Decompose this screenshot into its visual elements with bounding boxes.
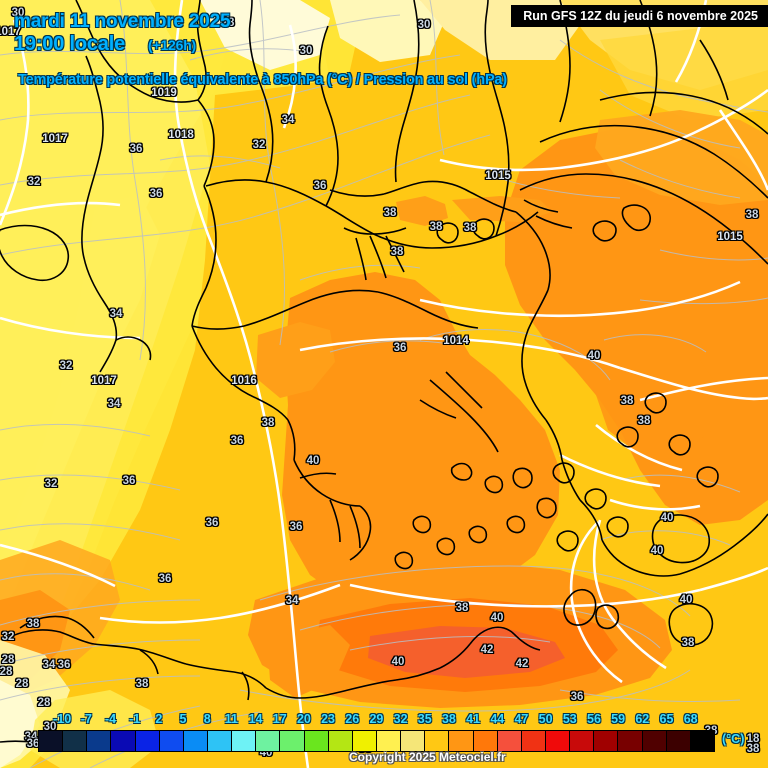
forecast-date-label: mardi 11 novembre 2025 bbox=[14, 11, 231, 33]
color-scale-swatch bbox=[690, 731, 714, 751]
color-scale-tick: 29 bbox=[352, 712, 383, 728]
color-scale-tick-label: 11 bbox=[224, 712, 238, 726]
color-scale-ticks: -10 -7 -4 -1 2 5 8 11 14 17 20 23 26 29 32 35 38 41 44 47 50… bbox=[38, 712, 715, 728]
color-scale-tick: 32 bbox=[376, 712, 408, 728]
color-scale-tick: -1 bbox=[111, 712, 140, 728]
color-scale-tick: -7 bbox=[62, 712, 92, 728]
color-scale-swatch bbox=[425, 731, 450, 751]
color-scale-swatch bbox=[328, 731, 353, 751]
color-scale-tick-label: 23 bbox=[321, 712, 336, 726]
color-scale-bar bbox=[38, 730, 715, 752]
color-scale-swatch bbox=[376, 731, 402, 751]
color-scale-tick-label: -10 bbox=[53, 712, 72, 726]
color-scale-swatch bbox=[39, 731, 64, 751]
color-scale-tick: 62 bbox=[618, 712, 649, 728]
color-scale-tick: -10 bbox=[38, 712, 71, 728]
color-scale-tick-label: 65 bbox=[659, 712, 674, 726]
color-scale-tick-label: 56 bbox=[587, 712, 601, 726]
color-scale-swatch bbox=[497, 731, 522, 751]
color-scale-tick: -4 bbox=[86, 712, 116, 728]
color-scale-tick-label: 29 bbox=[369, 712, 384, 726]
color-scale-swatch bbox=[545, 731, 571, 751]
color-scale-tick: 20 bbox=[280, 712, 311, 728]
color-scale-tick-label: 50 bbox=[538, 712, 553, 726]
color-scale-tick-label: 2 bbox=[155, 712, 163, 726]
color-scale-tick: 47 bbox=[497, 712, 528, 728]
color-scale-swatch bbox=[666, 731, 691, 751]
color-scale-tick: 26 bbox=[328, 712, 359, 728]
color-scale-tick-label: 68 bbox=[683, 712, 698, 726]
color-scale-tick-label: 62 bbox=[635, 712, 650, 726]
color-scale-tick-label: 14 bbox=[248, 712, 263, 726]
copyright-label: Copyright 2025 Meteociel.fr bbox=[349, 750, 506, 764]
color-scale-swatch bbox=[401, 731, 426, 751]
color-scale-tick-label: 47 bbox=[514, 712, 529, 726]
color-scale-tick: 23 bbox=[304, 712, 335, 728]
color-scale-tick: 11 bbox=[207, 712, 238, 728]
color-scale-tick: 5 bbox=[159, 712, 187, 728]
color-scale-tick: 41 bbox=[449, 712, 480, 728]
color-scale-tick: 2 bbox=[135, 712, 163, 728]
color-scale-tick-label: 44 bbox=[490, 712, 505, 726]
color-scale-tick: 38 bbox=[425, 712, 456, 728]
color-scale-tick-label: 20 bbox=[296, 712, 311, 726]
color-scale-tick-label: 5 bbox=[179, 712, 187, 726]
forecast-offset-label: (+126h) bbox=[148, 37, 197, 54]
color-scale-swatch bbox=[618, 731, 643, 751]
color-scale: -10 -7 -4 -1 2 5 8 11 14 17 20 23 26 29 32 35 38 41 44 47 50… bbox=[0, 706, 768, 768]
color-scale-swatch bbox=[256, 731, 281, 751]
color-scale-swatch bbox=[594, 731, 619, 751]
color-scale-tick-label: 38 bbox=[441, 712, 456, 726]
color-scale-tick: 68 bbox=[666, 712, 698, 728]
color-scale-swatch bbox=[159, 731, 184, 751]
color-scale-swatch bbox=[280, 731, 305, 751]
color-scale-tick: 17 bbox=[256, 712, 287, 728]
color-scale-unit-label: (°C) bbox=[722, 732, 745, 746]
color-scale-swatch bbox=[207, 731, 233, 751]
model-run-badge: Run GFS 12Z du jeudi 6 novembre 2025 bbox=[511, 5, 768, 27]
color-scale-tick: 50 bbox=[521, 712, 553, 728]
color-scale-swatch bbox=[352, 731, 377, 751]
color-scale-tick-label: -4 bbox=[104, 712, 117, 726]
color-scale-tick-label: 32 bbox=[393, 712, 408, 726]
color-scale-tick-label: -1 bbox=[129, 712, 141, 726]
color-scale-swatch bbox=[63, 731, 88, 751]
coastlines bbox=[0, 0, 768, 749]
color-scale-swatch bbox=[304, 731, 329, 751]
parameter-label: Température potentielle équivalente à 85… bbox=[18, 72, 508, 89]
color-scale-tick: 44 bbox=[473, 712, 504, 728]
color-scale-tick: 53 bbox=[546, 712, 577, 728]
color-scale-tick: 8 bbox=[183, 712, 211, 728]
color-scale-tick bbox=[691, 712, 715, 728]
color-scale-tick-label: 35 bbox=[417, 712, 432, 726]
color-scale-swatch bbox=[642, 731, 667, 751]
color-scale-swatch bbox=[183, 731, 208, 751]
color-scale-swatch bbox=[232, 731, 257, 751]
color-scale-swatch bbox=[87, 731, 112, 751]
color-scale-swatch bbox=[570, 731, 595, 751]
color-scale-tick-label: 8 bbox=[203, 712, 211, 726]
color-scale-tick: 35 bbox=[401, 712, 432, 728]
color-scale-tick-label: 59 bbox=[611, 712, 626, 726]
color-scale-tick-label: -7 bbox=[80, 712, 92, 726]
color-scale-swatch bbox=[135, 731, 160, 751]
color-scale-tick-label: 26 bbox=[345, 712, 360, 726]
color-scale-swatch bbox=[449, 731, 474, 751]
color-scale-swatch bbox=[111, 731, 136, 751]
color-scale-swatch bbox=[521, 731, 546, 751]
color-scale-tick: 14 bbox=[231, 712, 263, 728]
color-scale-tick-label: 41 bbox=[466, 712, 481, 726]
color-scale-swatch bbox=[473, 731, 498, 751]
forecast-time-label: 19:00 locale bbox=[14, 33, 126, 56]
color-scale-tick-label: 53 bbox=[562, 712, 577, 726]
color-scale-tick: 65 bbox=[642, 712, 674, 728]
color-scale-tick: 56 bbox=[570, 712, 601, 728]
color-scale-tick: 59 bbox=[594, 712, 625, 728]
color-scale-tick-label: 17 bbox=[272, 712, 287, 726]
